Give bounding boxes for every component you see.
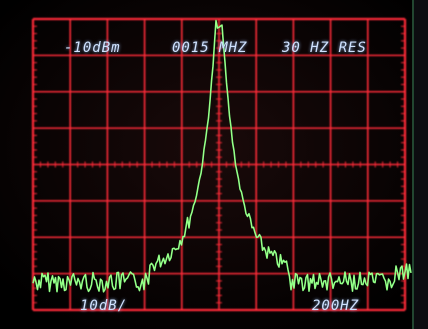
vertical-scale-readout: 10dB/ [80,298,128,314]
reference-level-readout: -10dBm [64,40,121,56]
resolution-bandwidth-readout: 30 HZ RES [282,40,367,56]
graticule-grid [31,17,407,312]
center-frequency-readout: 0015 MHZ [172,40,248,56]
bezel-right [412,0,428,329]
spectrum-trace-highlight [32,20,412,293]
spectrum-trace-group [32,19,412,293]
horizontal-scale-readout: 200HZ [312,298,360,314]
